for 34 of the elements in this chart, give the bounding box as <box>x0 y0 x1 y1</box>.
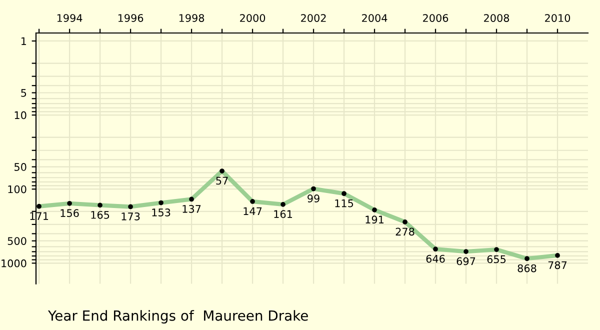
y-tick-label: 1000 <box>2 259 26 268</box>
y-tick-label: 5 <box>21 89 26 97</box>
data-label: 161 <box>274 210 292 218</box>
data-label: 153 <box>152 208 170 216</box>
data-label: 147 <box>244 207 262 215</box>
data-label: 278 <box>396 228 414 236</box>
data-label: 156 <box>60 209 79 218</box>
x-tick-label: 1996 <box>118 14 144 22</box>
text: Year End Rankings of Maureen Drake <box>48 310 308 324</box>
data-label: 115 <box>335 199 354 208</box>
y-tick-label: 50 <box>14 163 26 171</box>
y-tick-label: 10 <box>14 111 26 120</box>
data-label: 697 <box>456 257 476 266</box>
x-tick-label: 2008 <box>484 14 510 22</box>
x-tick-label: 2010 <box>545 14 570 22</box>
y-tick-label: 1 <box>21 37 26 45</box>
data-label: 137 <box>182 204 201 213</box>
x-tick-label: 2006 <box>423 14 448 22</box>
data-label: 191 <box>366 216 384 224</box>
y-tick-label: 100 <box>8 185 26 194</box>
data-label: 99 <box>308 194 320 202</box>
data-label: 57 <box>216 176 228 185</box>
data-label: 165 <box>91 210 110 219</box>
data-label: 868 <box>518 264 536 272</box>
data-label: 655 <box>487 255 506 264</box>
x-tick-label: 1994 <box>57 14 82 22</box>
x-tick-label: 1998 <box>179 14 204 22</box>
x-tick-label: 2004 <box>362 14 388 22</box>
y-tick-label: 500 <box>8 237 26 245</box>
x-tick-label: 2000 <box>240 14 266 22</box>
x-tick-label: 2002 <box>301 14 326 22</box>
data-label: 787 <box>548 261 567 270</box>
data-label: 646 <box>426 254 445 263</box>
data-label: 173 <box>122 212 140 220</box>
